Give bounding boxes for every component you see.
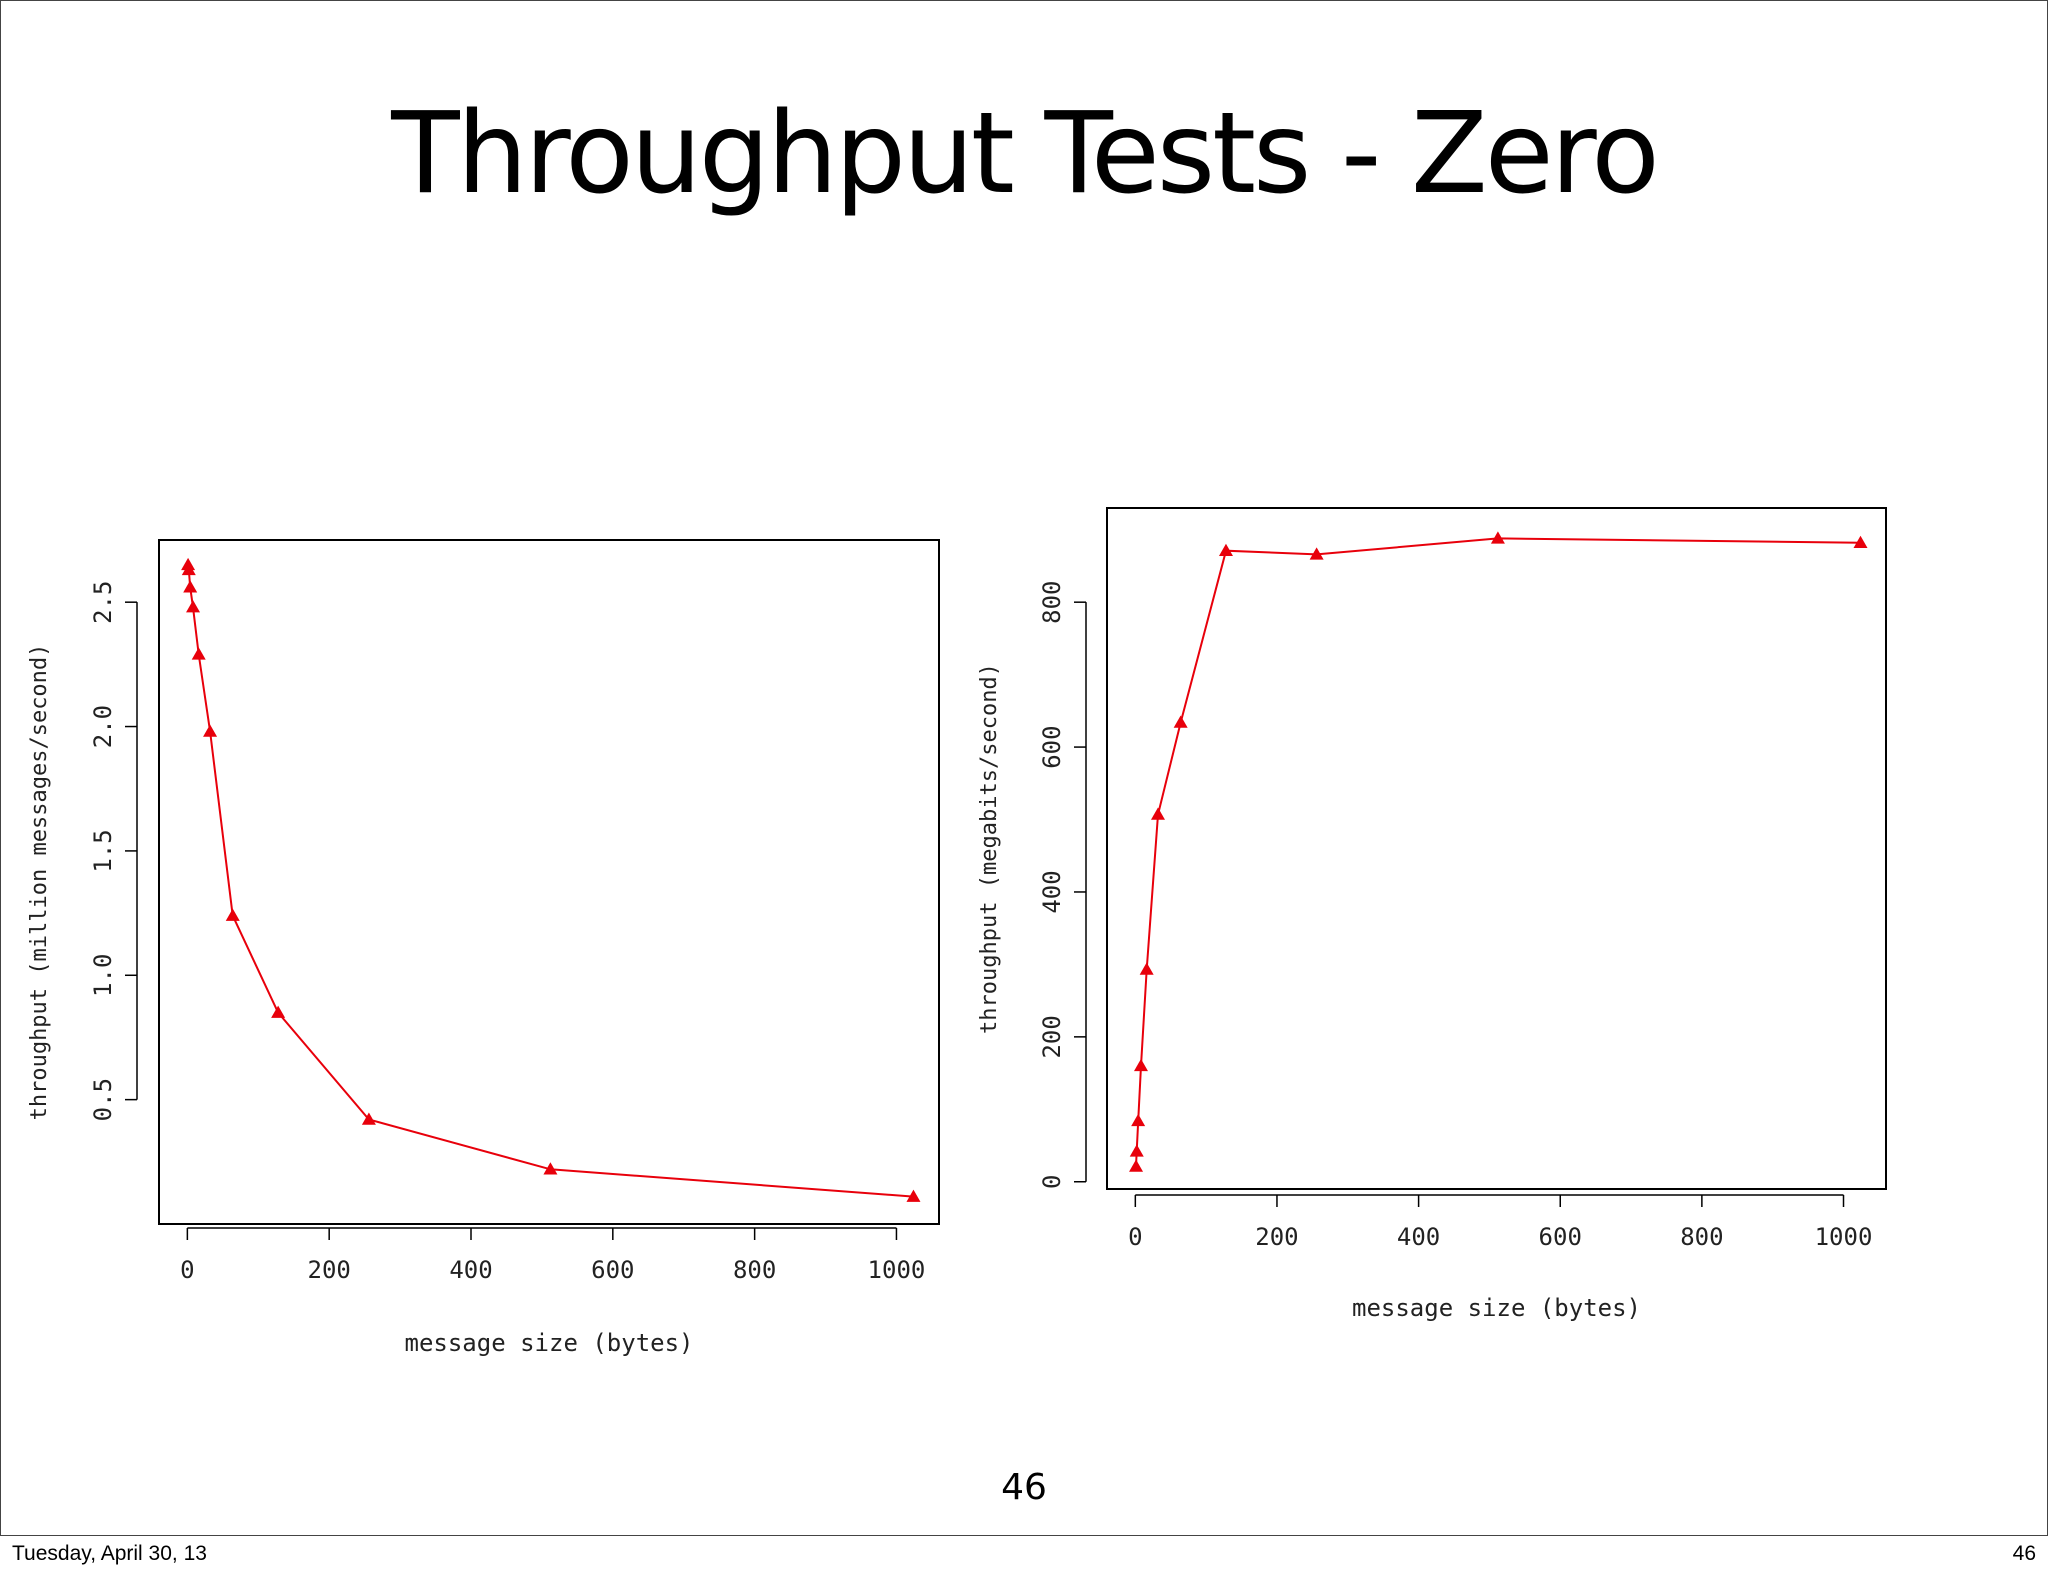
footer-date: Tuesday, April 30, 13 [12,1542,207,1565]
data-point-marker [1129,1159,1144,1172]
data-point-marker [1309,547,1324,560]
slide: Throughput Tests - Zero 0 200 400 600 800 100… [0,0,2048,1536]
data-point-marker [1173,715,1188,728]
footer: Tuesday, April 30, 13 46 [0,1536,2048,1576]
data-point-marker [361,1112,376,1125]
x-tick-label: 1000 [868,1256,926,1284]
data-point-marker [1133,1058,1148,1072]
y-axis-title: throughput (million messages/second) [27,644,52,1121]
data-point-marker [203,724,218,737]
data-point-marker [181,562,196,576]
chart-messages-per-second: 0 200 400 600 800 1000 0.5 1.0 1.5 2.0 2.5 message … [27,539,940,1357]
data-point-marker [191,647,206,660]
x-axis-title: message size (bytes) [1352,1294,1641,1322]
x-tick-label: 0 [180,1256,194,1284]
slide-title: Throughput Tests - Zero [391,89,1659,219]
series-line [1135,537,1861,1167]
y-tick-label: 1.0 [89,954,117,997]
y-tick-label: 0.5 [89,1078,117,1121]
data-point-marker [183,580,198,593]
y-tick-label: 800 [1038,581,1066,624]
y-tick-label: 2.0 [89,705,117,748]
plot-frame [1106,507,1887,1190]
slide-number: 46 [1001,1467,1047,1508]
x-tick-label: 800 [1680,1223,1723,1251]
x-tick-label: 400 [1397,1223,1440,1251]
y-tick-label: 0 [1038,1175,1066,1189]
y-axis-title: throughput (megabits/second) [977,663,1002,1034]
y-tick-label: 200 [1038,1015,1066,1058]
data-point-marker [181,557,196,571]
data-point-marker [1218,543,1233,556]
footer-page-number: 46 [2012,1542,2036,1565]
y-tick-label: 600 [1038,725,1066,768]
x-tick-label: 1000 [1815,1223,1873,1251]
data-point-marker [1139,962,1154,975]
data-point-marker [1490,531,1505,544]
data-point-marker [1853,535,1868,549]
data-point-marker [1131,1113,1146,1127]
x-tick-label: 200 [1255,1223,1298,1251]
x-axis-title: message size (bytes) [405,1329,694,1357]
y-tick-label: 400 [1038,870,1066,913]
y-tick-label: 1.5 [89,829,117,872]
x-tick-label: 400 [449,1256,492,1284]
chart-megabits-per-second: 0 200 400 600 800 1000 0 200 400 600 800 message si… [977,507,1887,1322]
data-point-marker [1129,1144,1144,1157]
plot-frame [158,539,940,1225]
data-point-marker [906,1189,921,1202]
x-tick-label: 0 [1128,1223,1142,1251]
x-tick-label: 200 [308,1256,351,1284]
y-tick-label: 2.5 [89,581,117,624]
x-tick-label: 600 [591,1256,634,1284]
data-point-marker [543,1162,558,1175]
data-point-marker [186,600,201,613]
data-point-marker [1150,807,1165,820]
x-tick-label: 800 [733,1256,776,1284]
x-tick-label: 600 [1539,1223,1582,1251]
data-point-marker [225,908,240,921]
data-point-marker [271,1005,286,1018]
